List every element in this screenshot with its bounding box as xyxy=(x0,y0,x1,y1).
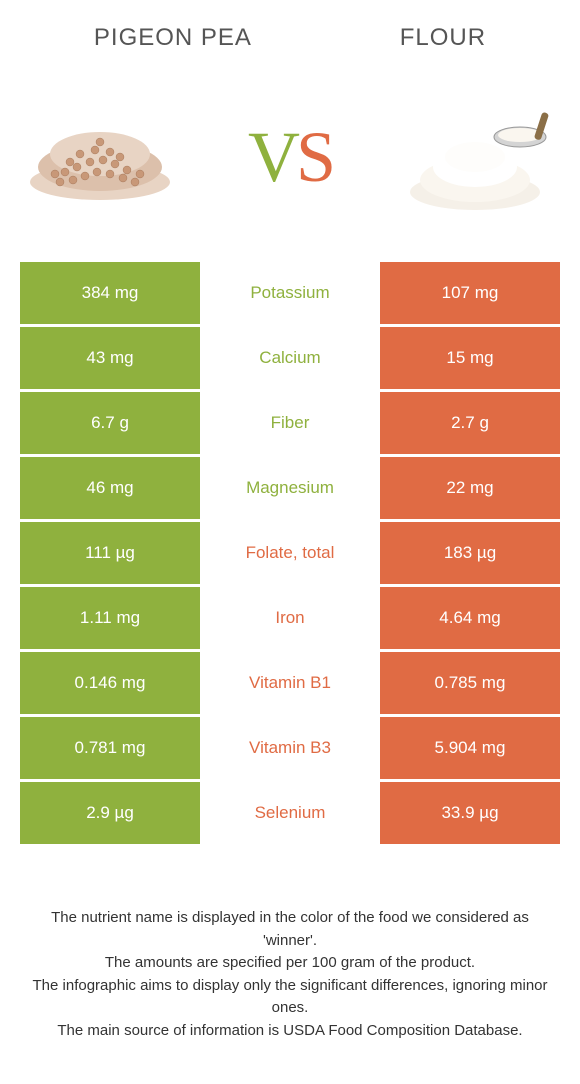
cell-nutrient-label: Calcium xyxy=(200,327,380,389)
cell-left-value: 111 µg xyxy=(20,522,200,584)
cell-right-value: 5.904 mg xyxy=(380,717,560,779)
pigeon-pea-image xyxy=(20,92,180,222)
cell-left-value: 43 mg xyxy=(20,327,200,389)
footer-line-3: The infographic aims to display only the… xyxy=(30,975,550,1020)
table-row: 43 mgCalcium15 mg xyxy=(20,327,560,389)
cell-right-value: 15 mg xyxy=(380,327,560,389)
cell-left-value: 384 mg xyxy=(20,262,200,324)
cell-right-value: 4.64 mg xyxy=(380,587,560,649)
cell-right-value: 107 mg xyxy=(380,262,560,324)
cell-left-value: 2.9 µg xyxy=(20,782,200,844)
cell-nutrient-label: Selenium xyxy=(200,782,380,844)
flour-image xyxy=(400,92,560,222)
vs-v: V xyxy=(248,117,296,197)
cell-left-value: 46 mg xyxy=(20,457,200,519)
cell-right-value: 33.9 µg xyxy=(380,782,560,844)
cell-right-value: 2.7 g xyxy=(380,392,560,454)
cell-left-value: 1.11 mg xyxy=(20,587,200,649)
cell-right-value: 0.785 mg xyxy=(380,652,560,714)
cell-left-value: 6.7 g xyxy=(20,392,200,454)
cell-nutrient-label: Vitamin B3 xyxy=(200,717,380,779)
cell-nutrient-label: Folate, total xyxy=(200,522,380,584)
footer: The nutrient name is displayed in the co… xyxy=(0,847,580,1042)
table-row: 1.11 mgIron4.64 mg xyxy=(20,587,560,649)
cell-nutrient-label: Iron xyxy=(200,587,380,649)
header-left-label: Pigeon pea xyxy=(94,24,252,52)
table-row: 0.781 mgVitamin B35.904 mg xyxy=(20,717,560,779)
vs-s: S xyxy=(296,117,332,197)
table-row: 111 µgFolate, total183 µg xyxy=(20,522,560,584)
header-right-label: Flour xyxy=(400,24,486,52)
footer-line-2: The amounts are specified per 100 gram o… xyxy=(30,952,550,975)
header: Pigeon pea Flour xyxy=(0,0,580,62)
cell-left-value: 0.146 mg xyxy=(20,652,200,714)
cell-nutrient-label: Magnesium xyxy=(200,457,380,519)
cell-nutrient-label: Vitamin B1 xyxy=(200,652,380,714)
table-row: 0.146 mgVitamin B10.785 mg xyxy=(20,652,560,714)
cell-right-value: 22 mg xyxy=(380,457,560,519)
table-row: 384 mgPotassium107 mg xyxy=(20,262,560,324)
cell-nutrient-label: Fiber xyxy=(200,392,380,454)
cell-right-value: 183 µg xyxy=(380,522,560,584)
comparison-table: 384 mgPotassium107 mg43 mgCalcium15 mg6.… xyxy=(20,262,560,844)
cell-left-value: 0.781 mg xyxy=(20,717,200,779)
footer-line-4: The main source of information is USDA F… xyxy=(30,1020,550,1043)
table-row: 46 mgMagnesium22 mg xyxy=(20,457,560,519)
table-row: 2.9 µgSelenium33.9 µg xyxy=(20,782,560,844)
table-row: 6.7 gFiber2.7 g xyxy=(20,392,560,454)
images-row: VS xyxy=(0,62,580,262)
footer-line-1: The nutrient name is displayed in the co… xyxy=(30,907,550,952)
vs-label: VS xyxy=(248,116,332,199)
cell-nutrient-label: Potassium xyxy=(200,262,380,324)
